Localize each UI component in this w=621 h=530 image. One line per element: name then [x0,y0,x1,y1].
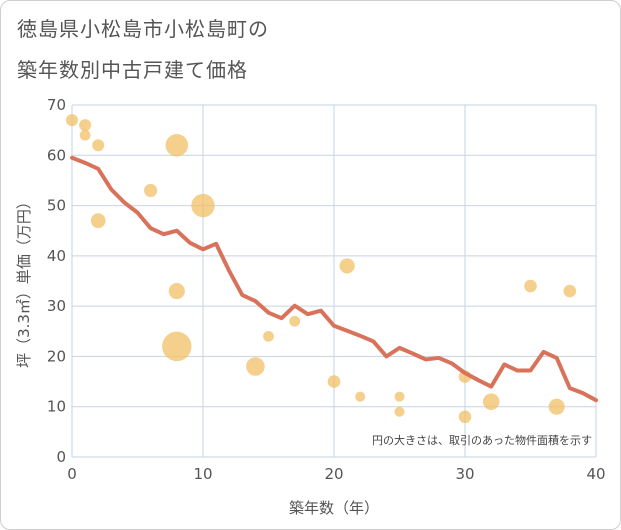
bubble-point-1 [79,119,92,132]
bubble-point-2 [79,129,91,141]
x-tick-label-30: 30 [455,465,474,483]
y-tick-label-20: 20 [47,347,66,365]
y-tick-label-40: 40 [47,247,66,265]
bubble-point-20 [482,393,500,410]
average-price-line [70,155,598,403]
bubble-point-4 [90,213,106,229]
bubble-point-23 [563,284,577,298]
chart-title-line-1: 徳島県小松島市小松島町の [17,17,269,41]
bubble-point-7 [168,283,185,300]
bubble-point-14 [339,258,355,274]
bubble-point-9 [191,193,215,218]
y-tick-label-60: 60 [47,146,66,164]
bubble-point-6 [165,134,189,157]
bubble-point-5 [144,183,158,198]
y-axis-label: 坪（3.3㎡）単価（万円） [15,194,33,368]
x-tick-label-40: 40 [586,465,605,483]
trend-line-series [70,155,598,403]
chart-title-line-2: 築年数別中古戸建て価格 [17,58,248,82]
x-tick-label-10: 10 [193,465,212,483]
x-axis-label: 築年数（年） [289,499,379,517]
bubble-point-10 [246,357,265,376]
y-axis-ticks: 0 10 20 30 40 50 60 70 [47,96,66,466]
bubble-point-12 [289,315,301,327]
x-tick-label-20: 20 [324,465,343,483]
bubble-point-0 [66,114,78,127]
y-tick-label-30: 30 [47,297,66,315]
y-tick-label-0: 0 [56,448,66,466]
bubble-point-11 [263,330,274,342]
bubble-point-15 [355,391,366,402]
y-tick-label-70: 70 [47,96,66,114]
bubble-series [66,114,577,424]
bubble-size-note: 円の大きさは、取引のあった物件面積を示す [372,433,592,447]
y-tick-label-10: 10 [47,398,66,416]
bubble-point-19 [458,410,472,424]
bubble-point-21 [524,279,537,293]
y-tick-label-50: 50 [47,197,66,215]
x-tick-label-0: 0 [67,465,77,483]
bubble-point-8 [162,331,192,362]
bubble-point-3 [92,139,105,152]
bubble-point-17 [394,406,405,417]
bubble-point-22 [548,398,565,415]
bubble-point-13 [327,375,341,388]
x-axis-ticks: 0 10 20 30 40 [67,465,605,483]
bubble-point-16 [394,391,405,402]
